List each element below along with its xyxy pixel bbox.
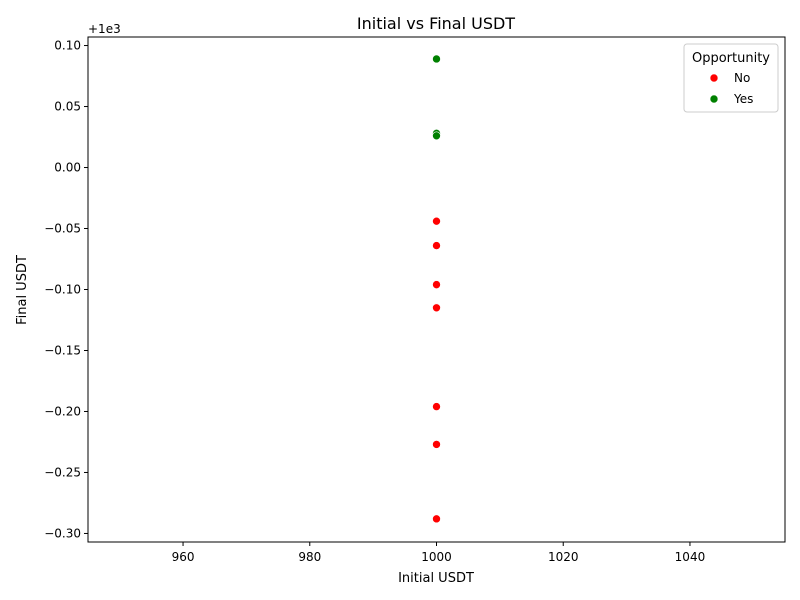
data-point-no bbox=[432, 514, 441, 524]
data-point-no bbox=[432, 440, 441, 449]
data-point-no bbox=[432, 280, 441, 289]
data-point-no bbox=[432, 241, 441, 250]
y-tick-label: −0.20 bbox=[44, 404, 81, 418]
legend-label-no: No bbox=[734, 71, 750, 85]
legend-label-yes: Yes bbox=[733, 92, 753, 106]
data-point-no bbox=[432, 402, 441, 411]
x-tick-label: 980 bbox=[298, 550, 321, 564]
y-axis-label: Final USDT bbox=[15, 255, 30, 325]
y-tick-label: 0.05 bbox=[54, 100, 81, 114]
chart-title: Initial vs Final USDT bbox=[357, 14, 515, 33]
x-axis-ticks: 960 980 1000 1020 1040 bbox=[172, 542, 706, 564]
legend-marker-no bbox=[709, 73, 719, 83]
y-tick-label: −0.10 bbox=[44, 283, 81, 297]
x-tick-label: 960 bbox=[172, 550, 195, 564]
data-point-no bbox=[432, 216, 441, 226]
y-tick-label: −0.15 bbox=[44, 343, 81, 357]
y-tick-label: −0.05 bbox=[44, 222, 81, 236]
data-points bbox=[432, 54, 441, 524]
y-offset-label: +1e3 bbox=[88, 22, 121, 36]
legend: Opportunity No Yes bbox=[683, 43, 779, 113]
data-point-yes bbox=[432, 54, 441, 64]
data-point-yes bbox=[432, 131, 441, 141]
data-point-no bbox=[432, 303, 441, 313]
y-tick-label: 0.10 bbox=[54, 39, 81, 53]
y-axis-ticks: 0.10 0.05 0.00 −0.05 −0.10 −0.15 −0.20 −0.25 −0.… bbox=[44, 39, 88, 540]
y-tick-label: −0.25 bbox=[44, 465, 81, 479]
legend-title: Opportunity bbox=[692, 51, 770, 66]
plot-area-frame bbox=[87, 36, 786, 543]
x-tick-label: 1040 bbox=[675, 550, 706, 564]
legend-box bbox=[683, 43, 779, 113]
legend-marker-yes bbox=[709, 94, 719, 104]
y-tick-label: −0.30 bbox=[44, 526, 81, 540]
x-tick-label: 1000 bbox=[421, 550, 452, 564]
x-tick-label: 1020 bbox=[548, 550, 579, 564]
y-tick-label: 0.00 bbox=[54, 161, 81, 175]
x-axis-label: Initial USDT bbox=[398, 571, 474, 586]
